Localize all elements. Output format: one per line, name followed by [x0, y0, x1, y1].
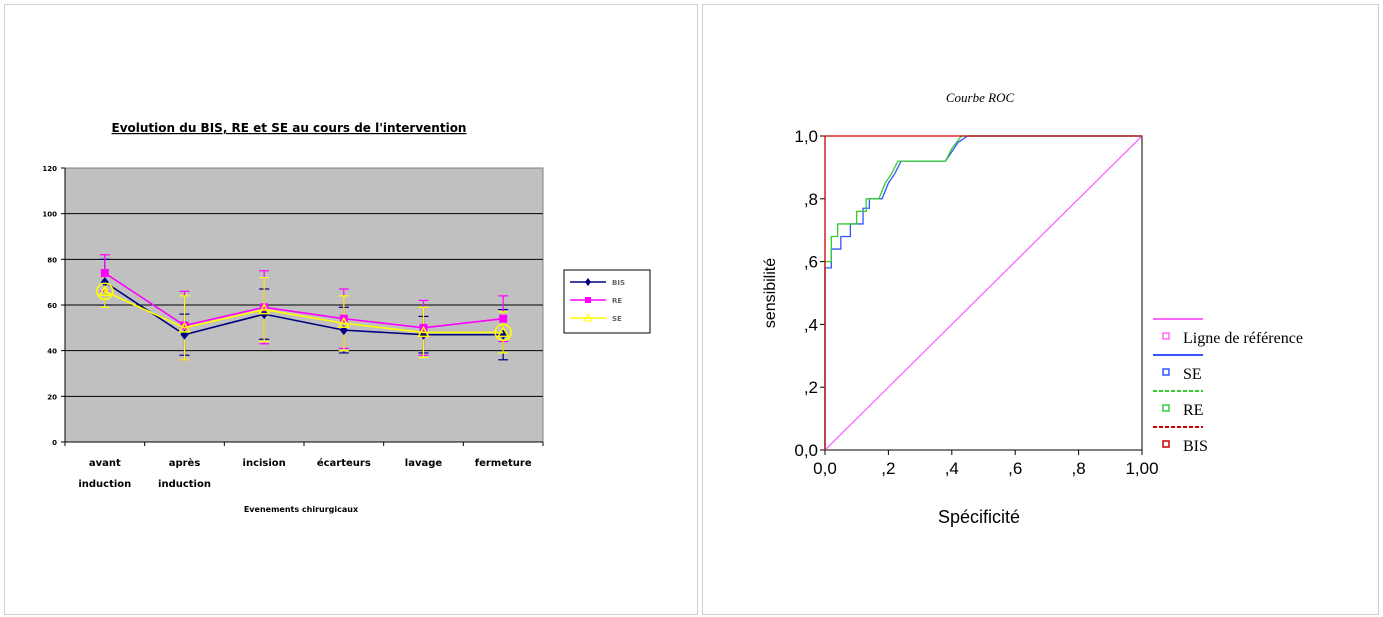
data-point — [100, 277, 109, 288]
y-tick-label: 0 — [52, 439, 57, 447]
legend-marker — [585, 297, 591, 303]
data-point — [180, 321, 189, 330]
x-tick-label: ,2 — [881, 459, 895, 478]
legend-label: SE — [612, 315, 622, 323]
evolution-chart: Evolution du BIS, RE et SE au cours de l… — [42, 121, 651, 514]
legend-label: RE — [1183, 402, 1203, 419]
legend-label: RE — [612, 297, 622, 305]
legend: Ligne de référence SE RE BIS — [1153, 318, 1303, 455]
legend-marker — [583, 312, 593, 322]
data-point — [499, 314, 508, 323]
x-tick-label: écarteurs — [317, 457, 371, 469]
x-axis-label: Evenements chirurgicaux — [244, 505, 359, 514]
x-tick-label: induction — [78, 479, 131, 490]
y-tick-label: 1,0 — [794, 127, 818, 146]
data-point — [257, 303, 271, 315]
data-point — [417, 325, 430, 338]
y-tick-label: ,2 — [804, 378, 818, 397]
x-tick-label: 1,00 — [1125, 459, 1158, 478]
y-tick-label: 60 — [47, 302, 57, 310]
data-point — [98, 284, 112, 297]
legend-marker — [1162, 332, 1170, 340]
legend-marker — [1162, 368, 1170, 376]
x-tick-label: 0,0 — [813, 459, 837, 478]
x-tick-label: avant — [89, 458, 121, 469]
y-tick-label: 20 — [47, 393, 57, 401]
legend-box — [563, 269, 651, 334]
right-chart-panel: Courbe ROC 0,0 ,2 ,4 ,6 ,8 1,0 0,0 ,2 ,4 ,6 ,8 1,00… — [702, 4, 1379, 615]
y-axis-label: sensibilité — [762, 258, 779, 328]
roc-chart: Courbe ROC 0,0 ,2 ,4 ,6 ,8 1,0 0,0 ,2 ,4 ,6 ,8 1,00… — [762, 90, 1303, 527]
x-tick-label: ,4 — [945, 459, 959, 478]
data-point — [178, 321, 191, 333]
data-point — [100, 269, 109, 278]
legend-marker — [585, 278, 591, 286]
legend-label: Ligne de référence — [1183, 330, 1303, 347]
y-tick-label: 40 — [47, 348, 57, 356]
series-line-bis — [104, 281, 504, 336]
x-tick-label: fermeture — [475, 458, 532, 469]
y-tick-label: 0,0 — [794, 441, 818, 460]
y-tick-label: ,4 — [804, 315, 818, 334]
data-point — [496, 325, 510, 338]
y-tick-label: 80 — [47, 256, 57, 264]
chart-title: Courbe ROC — [946, 90, 1015, 105]
y-tick-label: ,6 — [804, 253, 818, 272]
legend-label: BIS — [1183, 438, 1208, 455]
roc-line-bis — [824, 135, 1142, 450]
chart-title: Evolution du BIS, RE et SE au cours de l… — [112, 121, 467, 135]
highlight-circle — [96, 282, 114, 301]
roc-line-re — [824, 135, 1142, 450]
highlight-circle — [494, 323, 512, 342]
roc-line-se — [824, 135, 1142, 450]
x-tick-label: induction — [158, 479, 211, 490]
y-tick-label: ,8 — [804, 190, 818, 209]
x-tick-label: ,6 — [1008, 459, 1022, 478]
data-point — [337, 316, 351, 329]
x-tick-label: lavage — [405, 458, 443, 469]
x-axis-label: Spécificité — [938, 507, 1020, 527]
y-tick-label: 100 — [42, 211, 57, 219]
legend-marker — [1162, 440, 1170, 448]
x-tick-label: incision — [243, 458, 286, 469]
roc-line-ligne-de-r-f-rence — [824, 135, 1143, 451]
x-tick-label: après — [169, 457, 201, 469]
data-point — [260, 303, 269, 312]
left-chart-panel: Evolution du BIS, RE et SE au cours de l… — [4, 4, 698, 615]
y-tick-label: 120 — [42, 165, 57, 173]
series-line-re — [104, 272, 504, 329]
legend-label: BIS — [612, 279, 625, 287]
legend-label: SE — [1183, 366, 1202, 383]
legend-marker — [1162, 404, 1170, 412]
legend: BIS RE SE — [563, 269, 651, 334]
series-line-se — [104, 290, 504, 334]
x-tick-label: ,8 — [1072, 459, 1086, 478]
